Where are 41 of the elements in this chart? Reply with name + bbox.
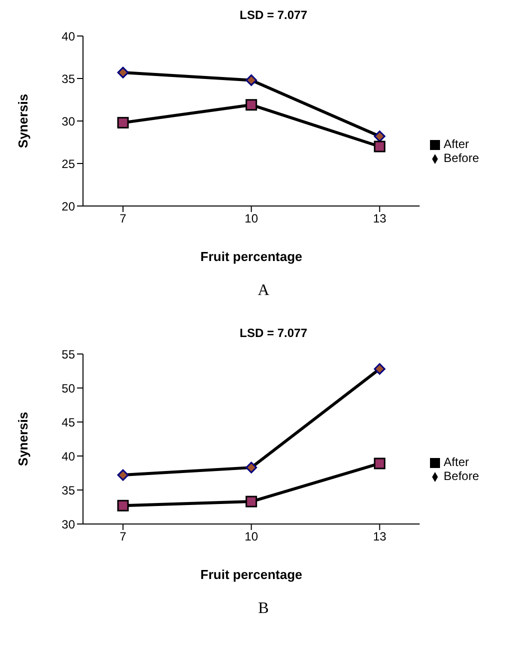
x-axis-title: Fruit percentage <box>200 567 302 582</box>
x-axis-title: Fruit percentage <box>200 249 302 264</box>
chart-title: LSD = 7.077 <box>238 326 308 342</box>
legend-label: Before <box>444 469 479 483</box>
chart-title: LSD = 7.077 <box>238 8 308 24</box>
point <box>374 140 386 152</box>
y-axis-title: Synersis <box>16 94 31 148</box>
x-tick-label: 13 <box>372 530 387 544</box>
x-tick-label: 7 <box>120 530 127 544</box>
text: B <box>257 600 270 618</box>
legend-label: Before <box>444 151 479 165</box>
y-tick-label: 45 <box>62 415 76 430</box>
x-tick-label: 10 <box>244 530 258 544</box>
point <box>117 469 129 481</box>
point <box>246 496 258 508</box>
legend-label: After <box>444 455 469 469</box>
x-tick-label: 10 <box>244 212 258 226</box>
point <box>246 99 258 111</box>
point <box>374 130 386 142</box>
y-tick-label: 35 <box>62 72 76 86</box>
point <box>117 116 129 128</box>
y-tick-label: 35 <box>62 483 76 498</box>
point <box>374 363 386 375</box>
point <box>117 66 129 78</box>
legend-label: After <box>444 137 469 151</box>
y-tick-label: 25 <box>62 156 76 171</box>
y-tick-label: 20 <box>62 199 76 214</box>
y-axis-title: Synersis <box>16 412 31 466</box>
y-tick-label: 40 <box>62 29 76 44</box>
point <box>246 74 258 86</box>
point <box>246 462 258 474</box>
y-tick-label: 30 <box>62 114 76 128</box>
y-tick-label: 30 <box>62 517 76 532</box>
x-tick-label: 13 <box>372 212 387 226</box>
point <box>117 500 129 512</box>
y-tick-label: 55 <box>62 347 76 362</box>
text: A <box>256 282 270 300</box>
y-tick-label: 40 <box>62 449 76 464</box>
x-tick-label: 7 <box>120 212 127 226</box>
point <box>374 458 386 470</box>
y-tick-label: 50 <box>62 381 76 396</box>
